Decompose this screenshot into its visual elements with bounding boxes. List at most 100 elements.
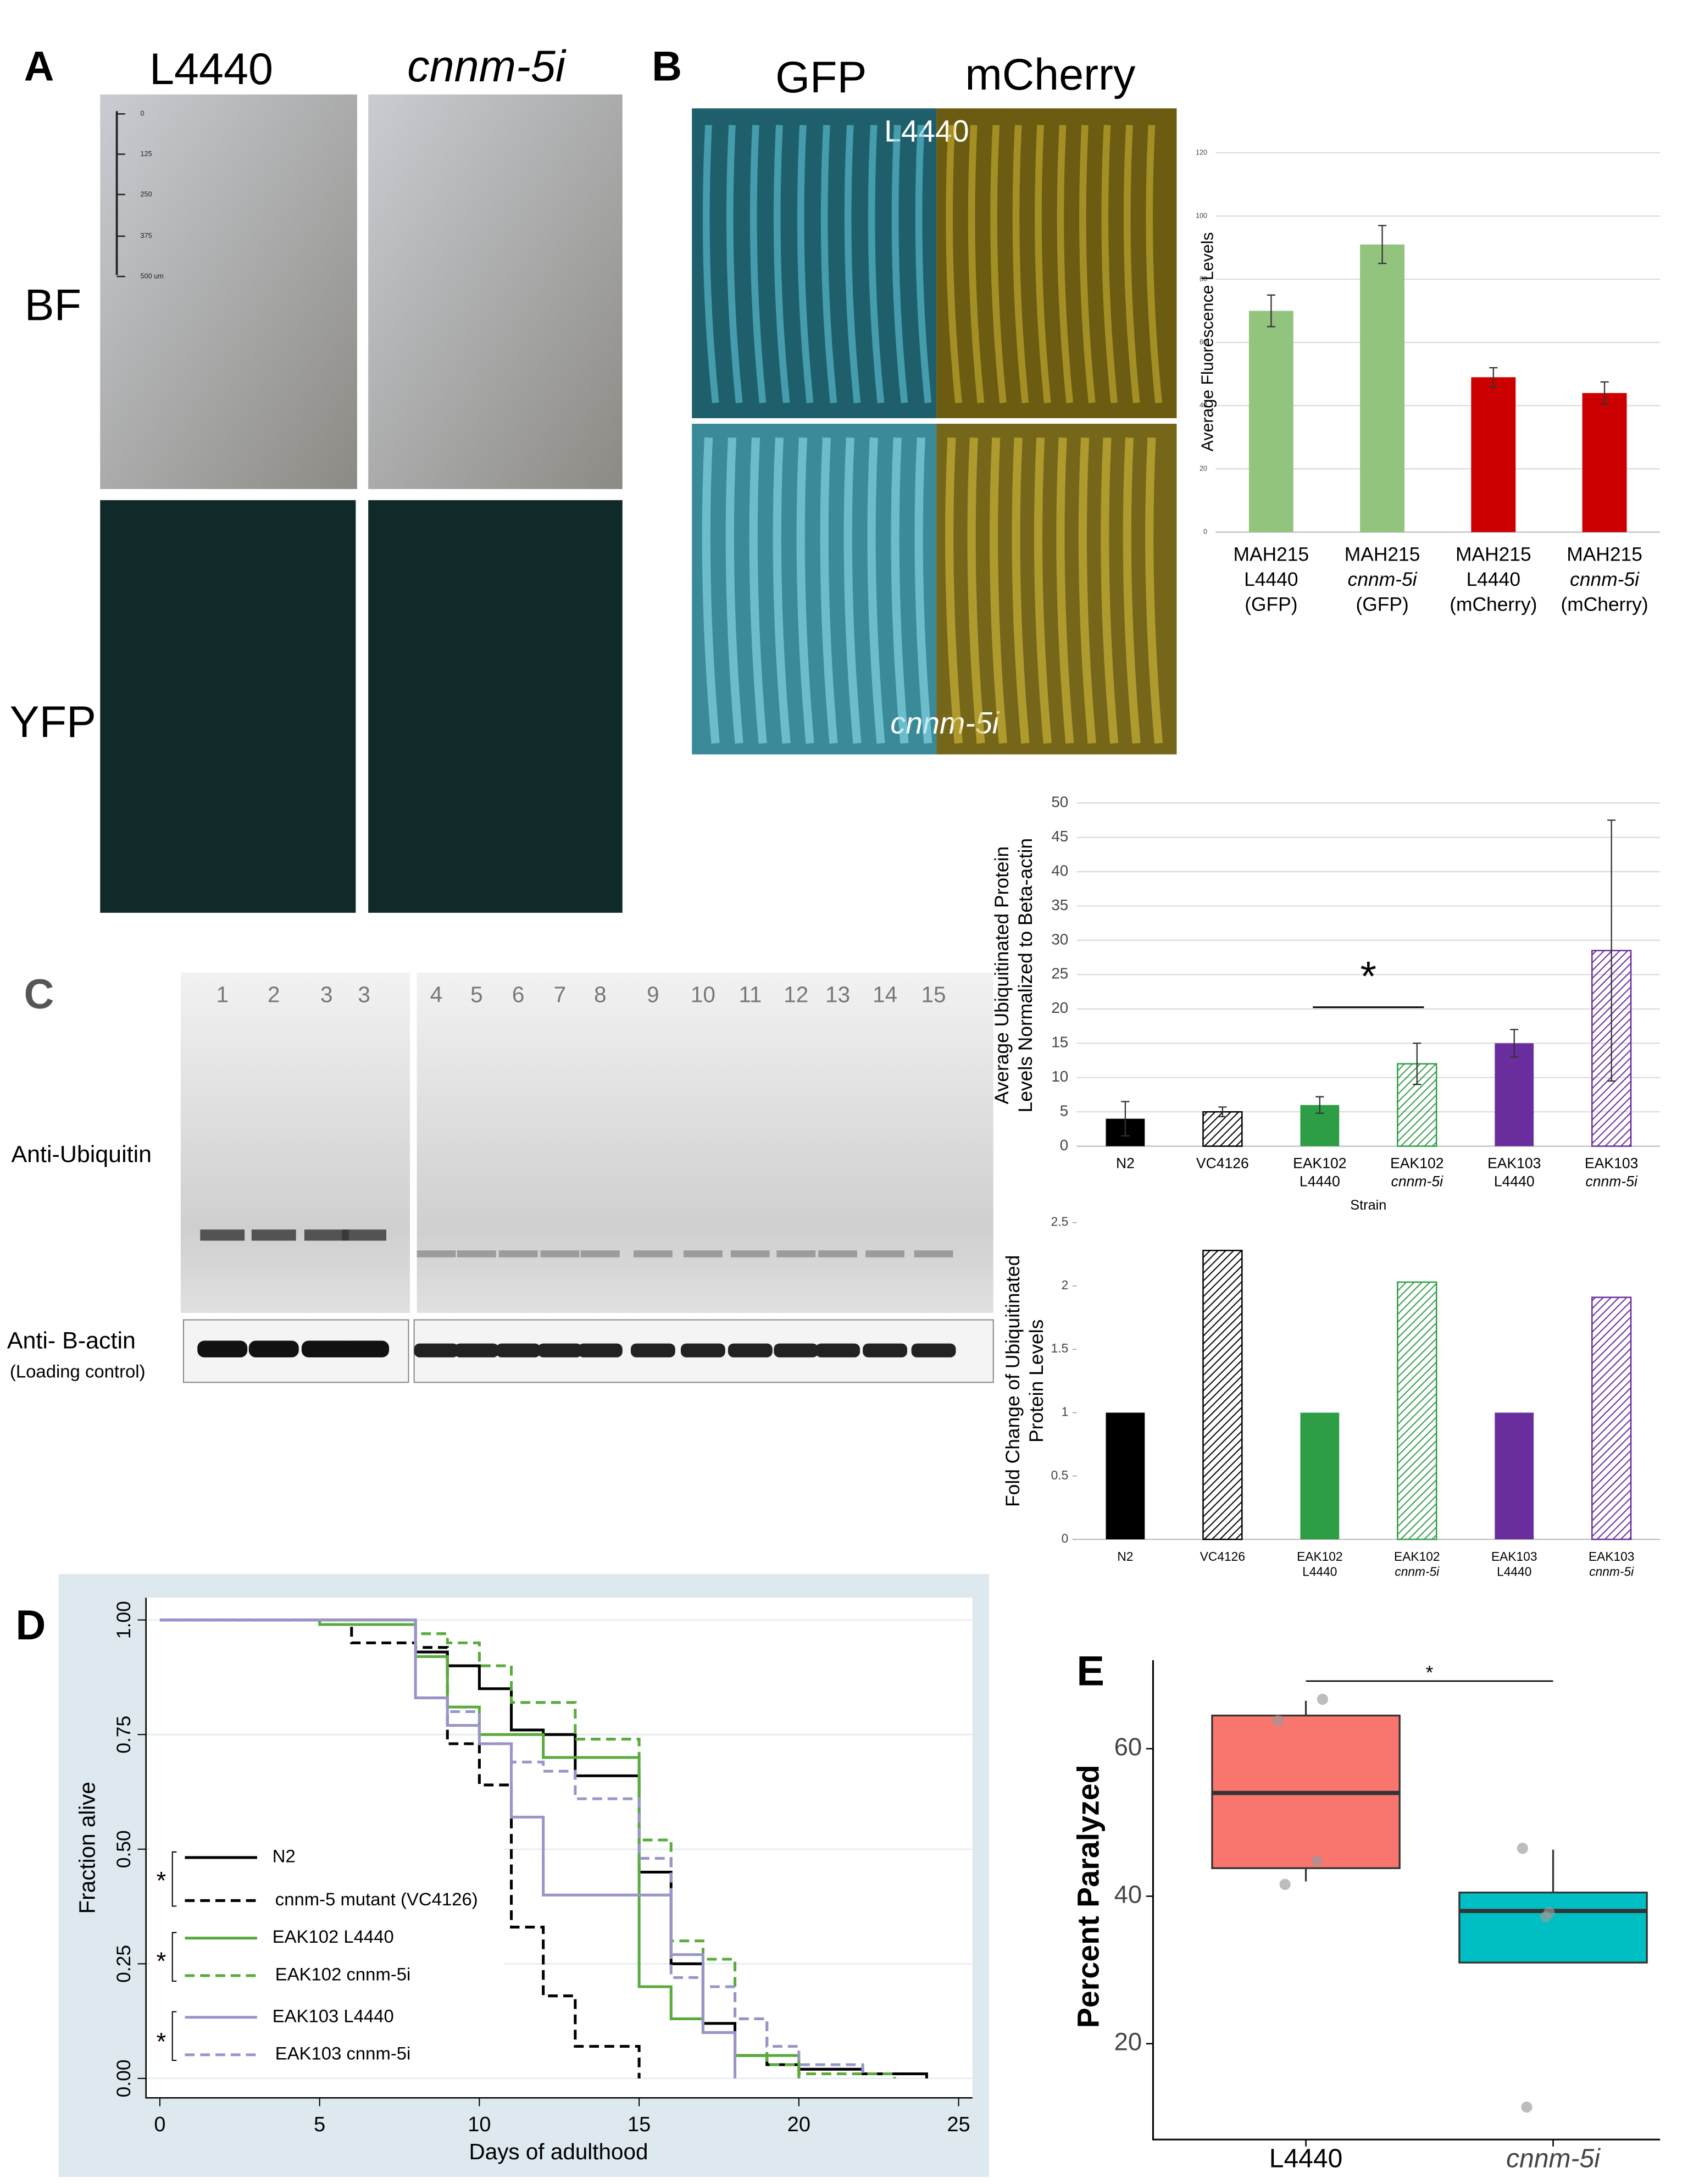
worm [749,125,767,403]
y-tick-label: 0.25 [113,1945,135,1983]
y-tick-label: 45 [1051,828,1068,845]
legend-label: EAK103 L4440 [273,2005,394,2026]
significance: * [157,1947,166,1975]
actin-band [630,1343,675,1357]
worm [1101,437,1119,744]
x-tick-label: cnnm-5i [1506,2144,1601,2174]
x-tick-label: L4440 [1467,569,1520,590]
survival-line [159,1618,864,2074]
band [865,1250,904,1257]
point [1311,1855,1323,1867]
y-tick-label: 100 [1196,212,1207,219]
band [580,1250,620,1257]
worm [946,125,962,403]
band [634,1250,673,1257]
antibody-label: Anti-Ubiquitin [11,1141,152,1168]
x-tick-label: VC4126 [1196,1155,1249,1171]
worm [968,125,985,403]
bar [1202,1250,1243,1540]
band [417,1250,456,1257]
worm [1057,125,1074,403]
actin-band [248,1340,299,1357]
x-tick-label: 5 [314,2113,325,2136]
actin-band [537,1343,582,1357]
x-tick-label: MAH215 [1234,544,1309,566]
band [540,1250,580,1257]
actin-band [454,1343,499,1357]
bar [1591,1296,1632,1540]
worm [749,437,767,744]
worm [844,125,861,403]
axes [1152,1660,1661,2141]
error-bar [1218,1106,1227,1118]
y-tick-label: 50 [1051,794,1068,811]
antibody-label: Anti- B-actin [7,1327,136,1354]
band [304,1229,349,1241]
worm [867,437,885,744]
y-axis-label: Fraction alive [75,1782,100,1914]
worm [725,437,743,744]
row-label: BF [25,281,81,330]
worm [967,437,985,744]
x-tick-label: (GFP) [1356,594,1408,616]
lane-label: 8 [594,982,607,1007]
actin-band [197,1340,248,1357]
y-tick-label: 0 [1060,1137,1068,1154]
error-bar [1315,1096,1324,1114]
x-tick-label: EAK103 [1487,1155,1541,1171]
x-tick-label: VC4126 [1200,1549,1245,1564]
actin-band [815,1343,860,1357]
x-tick-label: MAH215 [1567,544,1642,566]
x-tick-label: L4440 [1244,569,1298,590]
note: (Loading control) [10,1361,146,1381]
lane-label: 3 [320,982,333,1007]
worm [773,437,791,744]
worm [702,437,720,744]
y-tick-label: 5 [1060,1102,1068,1119]
bar [1471,377,1516,533]
band [457,1250,496,1257]
x-axis-label: Strain [1350,1198,1386,1213]
worm [1101,125,1118,403]
x-tick-label: MAH215 [1345,544,1420,566]
error-bar [1607,819,1616,1082]
error-bar [1121,1101,1130,1137]
legend-label: cnnm-5 mutant (VC4126) [275,1889,478,1909]
scale-label: 0 [141,110,145,118]
y-tick-label: 20 [1114,2028,1142,2056]
x-axis-label: Days of adulthood [469,2139,648,2164]
worm [945,437,963,744]
bar [1582,393,1627,533]
x-tick-label: N2 [1116,1155,1135,1171]
actin-band [863,1343,908,1357]
lane-label: 11 [738,982,762,1007]
lane-label: 9 [647,982,659,1007]
scale-label: 375 [141,232,152,240]
bracket [171,2011,177,2061]
actin-band [496,1343,541,1357]
lane-label: 15 [921,982,946,1007]
survival-line [159,1618,896,2078]
worm [1079,125,1096,403]
column-label: L4440 [149,45,273,94]
axes [145,1598,973,2099]
bar [1495,1412,1534,1540]
error-bar [1378,225,1387,264]
bar [1106,1412,1145,1540]
error-bar [1600,381,1609,405]
error-bar [1489,367,1498,387]
y-tick-label: 40 [1051,862,1068,879]
x-tick-label: cnnm-5i [1391,1173,1443,1189]
x-tick-label: L4440 [1269,2144,1343,2174]
bf-image [368,94,623,489]
panel-label: A [24,43,54,90]
panel-label: E [1076,1648,1104,1694]
x-tick-label: EAK102 [1394,1549,1440,1564]
y-tick-label: 0.50 [113,1830,135,1868]
panel-label: C [24,971,54,1018]
worm [915,125,932,403]
blot-image [180,972,410,1313]
y-tick-label: 0.00 [113,2059,135,2097]
actin-band [774,1343,819,1357]
